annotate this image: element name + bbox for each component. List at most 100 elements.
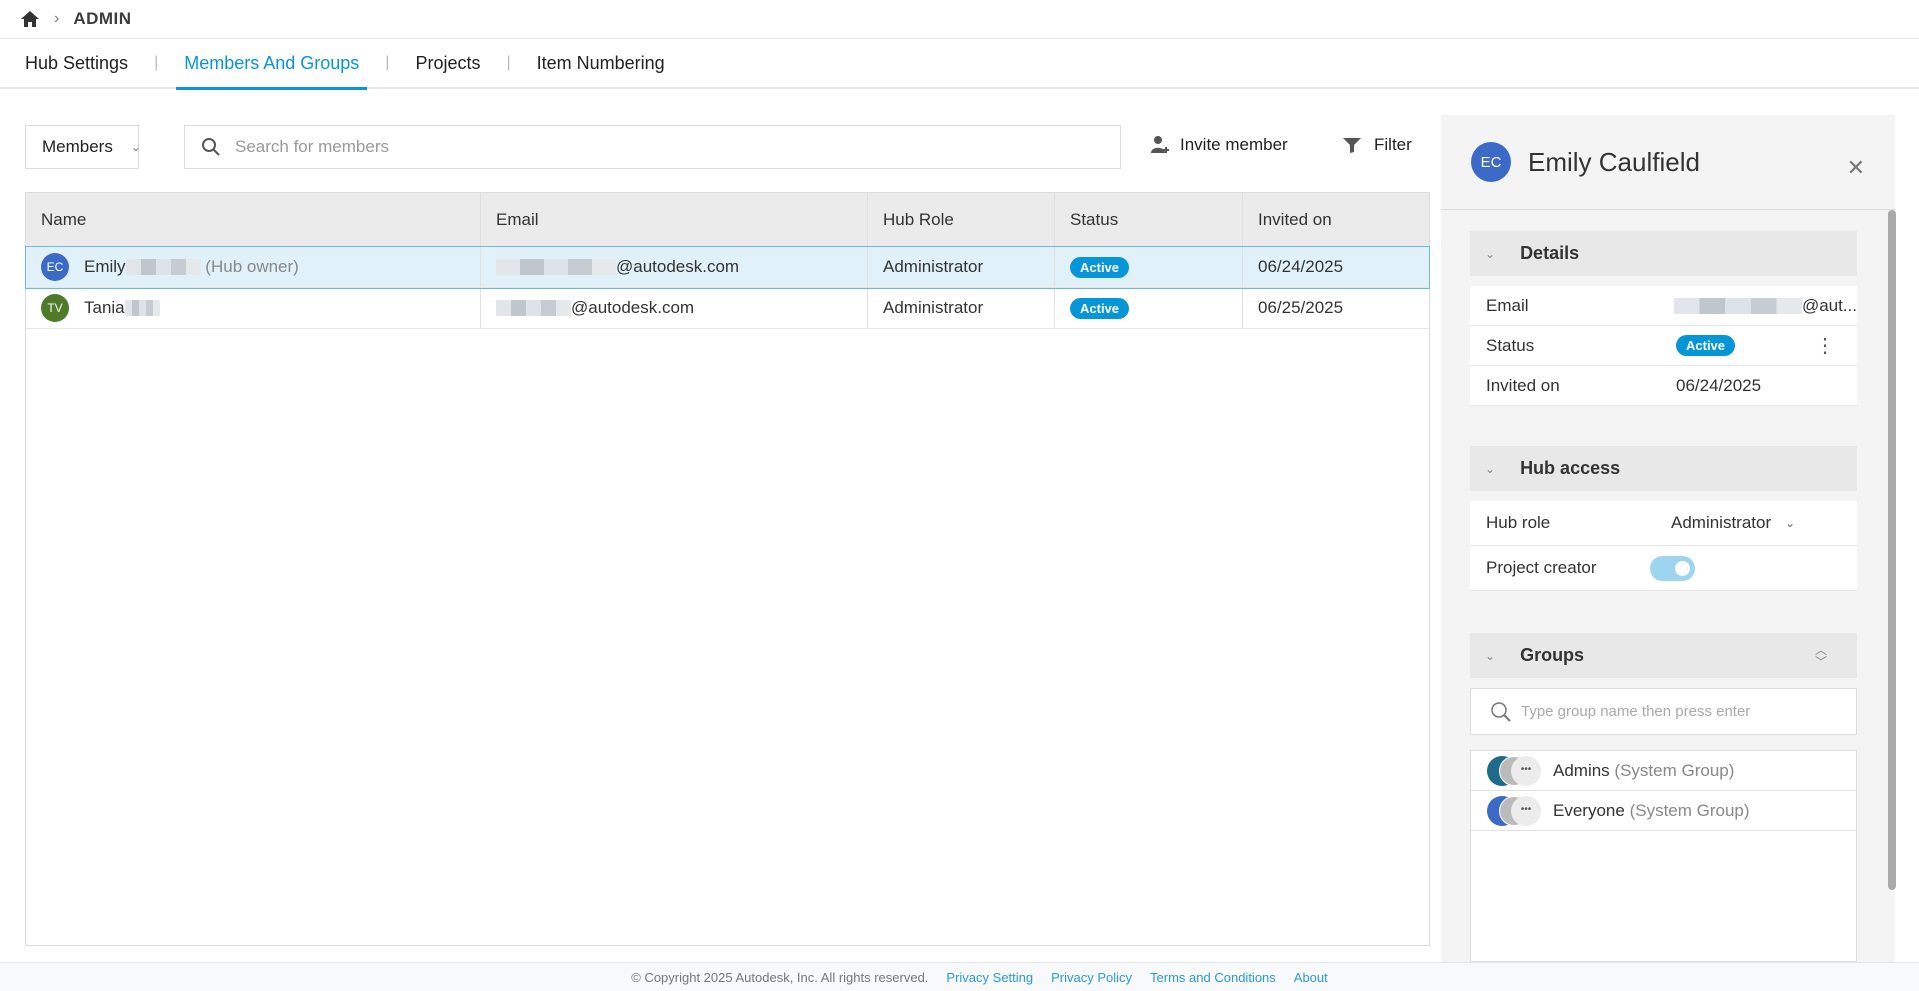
project-creator-row: Project creator xyxy=(1470,546,1857,591)
table-row[interactable]: EC Emily (Hub owner) @autodesk.com Admini… xyxy=(25,246,1430,289)
column-header-invited-on[interactable]: Invited on xyxy=(1258,209,1332,229)
invite-member-label: Invite member xyxy=(1180,135,1288,154)
panel-scrollbar[interactable] xyxy=(1888,210,1896,890)
breadcrumb: › ADMIN xyxy=(0,0,1919,39)
filter-button[interactable]: Filter xyxy=(1342,135,1412,155)
section-title: Details xyxy=(1520,243,1580,263)
hub-access-section-header[interactable]: ⌄ Hub access xyxy=(1470,446,1857,491)
privacy-policy-link[interactable]: Privacy Policy xyxy=(1051,969,1133,985)
invited-cell: 06/24/2025 xyxy=(1258,257,1344,276)
detail-row-status: Status Active ⋮ xyxy=(1470,326,1857,366)
more-icon: ••• xyxy=(1511,755,1541,786)
list-item[interactable]: ••• Admins (System Group) xyxy=(1471,751,1856,791)
filter-icon xyxy=(1343,138,1361,153)
tab-projects[interactable]: Projects xyxy=(415,52,481,73)
members-table: Name Email Hub Role Status Invited on EC… xyxy=(25,192,1430,946)
close-icon[interactable]: ✕ xyxy=(1846,155,1865,180)
sort-icon[interactable]: ︿ ﹀ xyxy=(1814,642,1827,669)
field-label: Email xyxy=(1486,295,1529,315)
status-cell: Active xyxy=(1055,288,1243,328)
terms-link[interactable]: Terms and Conditions xyxy=(1150,969,1276,985)
email-value: @aut... xyxy=(1801,295,1857,315)
chevron-down-icon: ⌄ xyxy=(130,140,141,154)
name-cell: TV Tania xyxy=(26,288,481,328)
group-avatar-stack: ••• xyxy=(1487,755,1543,786)
invite-member-button[interactable]: Invite member xyxy=(1150,135,1288,155)
view-select[interactable]: Members ⌄ xyxy=(25,125,141,169)
search-input[interactable]: Search for members xyxy=(184,125,1121,169)
chevron-down-icon: ⌄ xyxy=(1785,516,1796,530)
member-details-panel: EC Emily Caulfield ✕ ⌄ Details Email @aut.… xyxy=(1441,115,1895,962)
more-icon: ••• xyxy=(1511,795,1541,826)
redacted xyxy=(1673,297,1802,314)
avatar: EC xyxy=(41,253,69,281)
column-header-email[interactable]: Email xyxy=(481,193,868,246)
column-header-status[interactable]: Status xyxy=(1055,193,1243,246)
chevron-down-icon: ⌄ xyxy=(1485,461,1496,476)
chevron-right-icon: › xyxy=(54,10,60,27)
tab-divider: | xyxy=(154,54,159,71)
member-email: @autodesk.com xyxy=(616,257,740,276)
group-name: Admins xyxy=(1553,760,1610,780)
search-icon xyxy=(1491,701,1511,722)
footer: © Copyright 2025 Autodesk, Inc. All righ… xyxy=(0,962,1919,991)
member-email: @autodesk.com xyxy=(571,298,695,317)
field-label: Project creator xyxy=(1486,558,1597,577)
add-user-icon xyxy=(1151,136,1169,153)
tab-hub-settings[interactable]: Hub Settings xyxy=(25,52,129,73)
owner-label: (Hub owner) xyxy=(205,257,299,276)
avatar: TV xyxy=(41,294,69,322)
hub-role-row: Hub role Administrator ⌄ xyxy=(1470,501,1857,546)
tab-bar: Hub Settings | Members And Groups | Proj… xyxy=(0,38,1919,90)
field-label: Status xyxy=(1486,335,1535,355)
chevron-down-icon: ⌄ xyxy=(1485,246,1496,261)
section-title: Groups xyxy=(1520,645,1585,665)
role-cell: Administrator xyxy=(868,288,1055,328)
tab-divider: | xyxy=(385,54,390,71)
group-type: (System Group) xyxy=(1629,800,1750,820)
more-vertical-icon[interactable]: ⋮ xyxy=(1815,335,1836,357)
invited-cell: 06/25/2025 xyxy=(1258,298,1344,317)
group-avatar-stack: ••• xyxy=(1487,795,1543,826)
panel-header: EC Emily Caulfield ✕ xyxy=(1441,115,1895,210)
member-name: Emily xyxy=(84,257,126,276)
detail-row-invited: Invited on 06/24/2025 xyxy=(1470,366,1857,406)
tab-members-and-groups[interactable]: Members And Groups xyxy=(176,38,368,90)
list-item[interactable]: ••• Everyone (System Group) xyxy=(1471,791,1856,831)
email-cell: @autodesk.com xyxy=(481,288,868,328)
field-label: Hub role xyxy=(1486,513,1551,532)
search-icon xyxy=(202,138,220,156)
chevron-down-icon: ⌄ xyxy=(1485,648,1496,663)
groups-section-header[interactable]: ⌄ Groups ︿ ﹀ xyxy=(1470,633,1857,678)
page-title: ADMIN xyxy=(73,9,132,28)
column-header-name[interactable]: Name xyxy=(26,193,481,246)
about-link[interactable]: About xyxy=(1293,969,1328,985)
status-badge: Active xyxy=(1676,335,1736,356)
section-title: Hub access xyxy=(1520,458,1621,478)
redacted xyxy=(496,259,616,275)
redacted xyxy=(125,259,201,275)
search-placeholder: Search for members xyxy=(235,137,389,156)
role-cell: Administrator xyxy=(868,247,1055,287)
column-header-hub-role[interactable]: Hub Role xyxy=(868,193,1055,246)
group-type: (System Group) xyxy=(1614,760,1735,780)
tab-divider: | xyxy=(506,54,511,71)
tab-item-numbering[interactable]: Item Numbering xyxy=(536,52,665,73)
avatar: EC xyxy=(1471,142,1511,182)
field-label: Invited on xyxy=(1486,375,1560,395)
view-select-value: Members xyxy=(42,137,113,156)
table-row[interactable]: TV Tania @autodesk.com Administrator Acti… xyxy=(26,288,1429,329)
project-creator-toggle[interactable] xyxy=(1650,555,1695,581)
invited-value: 06/24/2025 xyxy=(1676,375,1762,395)
details-section-header[interactable]: ⌄ Details xyxy=(1470,231,1857,276)
status-badge: Active xyxy=(1070,297,1130,319)
privacy-setting-link[interactable]: Privacy Setting xyxy=(946,969,1034,985)
redacted xyxy=(124,300,160,316)
redacted xyxy=(496,300,571,316)
copyright: © Copyright 2025 Autodesk, Inc. All righ… xyxy=(631,969,929,985)
group-name: Everyone xyxy=(1553,800,1625,820)
group-search-input[interactable]: Type group name then press enter xyxy=(1470,688,1857,735)
hub-role-select[interactable]: Administrator xyxy=(1671,513,1772,532)
member-name: Tania xyxy=(84,298,125,317)
home-icon[interactable] xyxy=(20,10,40,28)
